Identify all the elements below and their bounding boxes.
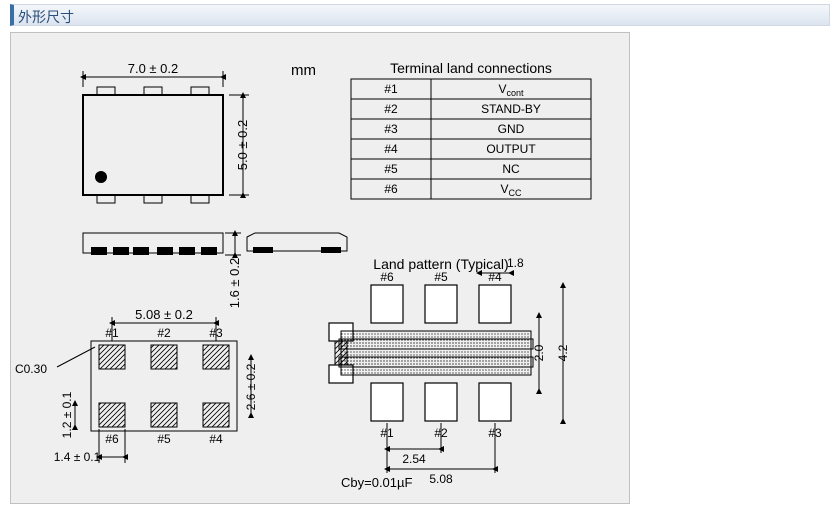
package-top-view: 7.0 ± 0.2 5.0 ± 0.2 [83,61,250,203]
package-bottom-view: C0.30 #1 #2 #3 #6 #5 #4 5.08 ± 0.2 2.6 ±… [15,307,258,464]
pad-3 [203,345,229,369]
terminal-table: Terminal land connections #1 #2 #3 #4 #5… [351,60,591,199]
svg-text:#6: #6 [384,182,398,196]
svg-text:#2: #2 [157,326,171,340]
svg-text:#5: #5 [157,432,171,446]
height-dim: 5.0 ± 0.2 [235,120,250,171]
pad-1 [99,345,125,369]
svg-text:5.08 ± 0.2: 5.08 ± 0.2 [135,307,193,322]
svg-text:#2: #2 [384,102,398,116]
svg-text:#4: #4 [384,142,398,156]
svg-text:#4: #4 [209,432,223,446]
chamfer: C0.30 [15,362,47,376]
section-title: 外形尺寸 [18,9,74,25]
land-pattern: Land pattern (Typical) #6 #5 #4 #1 #2 #3… [329,256,570,490]
pad-6 [99,403,125,427]
svg-text:2.54: 2.54 [402,452,426,466]
drawing-svg: mm 7.0 ± 0.2 5.0 ± 0.2 [11,33,629,503]
svg-text:#6: #6 [105,432,119,446]
svg-text:GND: GND [498,122,525,136]
svg-text:STAND-BY: STAND-BY [481,102,541,116]
pad-2 [151,345,177,369]
svg-text:5.08: 5.08 [429,472,453,486]
svg-text:1.4 ± 0.1: 1.4 ± 0.1 [54,450,101,464]
svg-text:OUTPUT: OUTPUT [486,142,536,156]
svg-text:VCC: VCC [500,182,522,198]
side-h-dim: 1.6 ± 0.2 [227,258,242,309]
drawing-panel: mm 7.0 ± 0.2 5.0 ± 0.2 [10,32,630,504]
package-side-views: 1.6 ± 0.2 [83,233,347,308]
svg-text:NC: NC [502,162,520,176]
svg-text:Vcont: Vcont [498,82,524,98]
svg-text:#6: #6 [380,270,394,284]
svg-text:1.8: 1.8 [507,256,524,270]
svg-text:2.6 ± 0.2: 2.6 ± 0.2 [244,363,258,410]
pad-4 [203,403,229,427]
svg-text:#4: #4 [488,270,502,284]
svg-text:#1: #1 [384,82,398,96]
svg-text:Terminal land connections: Terminal land connections [390,60,552,76]
pad-5 [151,403,177,427]
svg-text:Cby=0.01µF: Cby=0.01µF [341,475,413,490]
svg-text:2.0: 2.0 [532,344,546,361]
svg-text:#3: #3 [384,122,398,136]
svg-text:#5: #5 [434,270,448,284]
pin1-dot [95,171,107,183]
unit-label: mm [291,62,316,79]
section-header: 外形尺寸 [10,4,830,26]
svg-text:1.2 ± 0.1: 1.2 ± 0.1 [60,391,74,438]
svg-text:#5: #5 [384,162,398,176]
width-dim: 7.0 ± 0.2 [128,61,179,76]
svg-text:4.2: 4.2 [556,344,570,361]
